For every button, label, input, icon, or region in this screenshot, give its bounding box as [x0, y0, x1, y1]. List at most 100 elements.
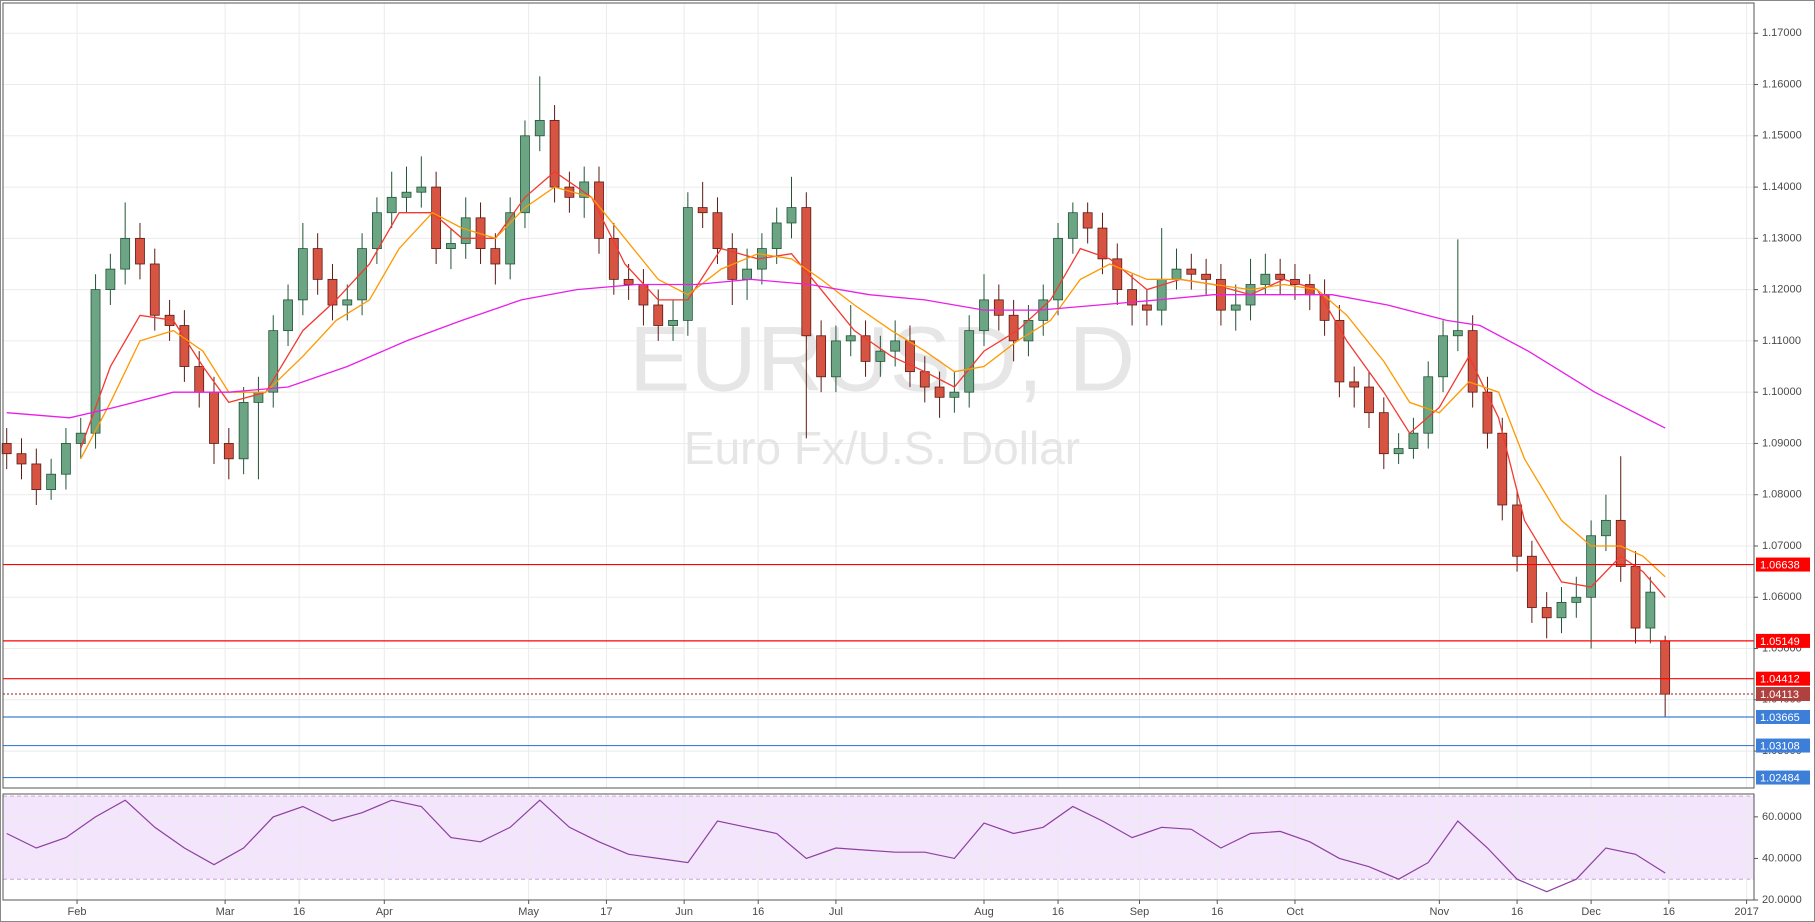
x-tick-label: 2017: [1734, 906, 1758, 918]
candle-body: [431, 186, 442, 250]
candle-body: [446, 243, 456, 250]
candle-body: [120, 237, 131, 270]
candle-body: [179, 325, 190, 367]
candle-body: [1230, 304, 1241, 311]
candle-body: [949, 391, 960, 398]
candle-body: [608, 237, 619, 280]
y-tick-label: 1.06000: [1762, 591, 1802, 603]
candle-body: [875, 350, 886, 362]
marks: [1, 76, 1754, 893]
y-tick-label: 1.10000: [1762, 386, 1802, 398]
candle-body: [771, 222, 782, 250]
candle-body: [1275, 273, 1286, 280]
level-label: 1.04412: [1760, 674, 1800, 686]
candle-body: [386, 196, 397, 214]
candle-body: [831, 340, 841, 378]
x-tick-label: Aug: [974, 906, 994, 918]
candle-body: [1645, 591, 1656, 629]
candle-body: [786, 207, 797, 224]
candle-body: [1601, 519, 1611, 537]
candle-body: [1452, 330, 1463, 337]
y-tick-label: 1.17000: [1762, 27, 1802, 39]
candle-body: [371, 212, 382, 250]
candle-body: [1067, 212, 1078, 239]
x-tick-label: Jun: [675, 906, 693, 918]
x-tick-label: Dec: [1581, 906, 1601, 918]
candle-body: [1334, 319, 1345, 383]
y-tick-label: 1.15000: [1762, 130, 1802, 142]
candle-body: [1112, 258, 1123, 291]
candle-body: [742, 268, 752, 280]
level-badge: [1756, 709, 1810, 724]
x-tick-label: 16: [1663, 906, 1675, 918]
y-tick-label: 20.0000: [1762, 894, 1802, 906]
y-tick-label: 40.0000: [1762, 852, 1802, 864]
candle-body: [1349, 381, 1360, 388]
watermark-description: Euro Fx/U.S. Dollar: [684, 422, 1080, 474]
moving-average: [80, 186, 1666, 578]
candle-body: [1408, 432, 1419, 449]
candle-body: [312, 248, 323, 280]
candle-body: [1201, 273, 1212, 280]
moving-average: [80, 170, 1666, 598]
candle-body: [1127, 289, 1137, 306]
level-badge: [1756, 671, 1810, 686]
y-tick-label: 60.0000: [1762, 811, 1802, 823]
candle-body: [993, 299, 1004, 316]
level-label: 1.03108: [1760, 740, 1800, 752]
candle-body: [668, 319, 678, 326]
level-label: 1.05149: [1760, 636, 1800, 648]
candle-body: [209, 391, 219, 444]
candle-body: [416, 186, 427, 193]
candle-body: [1260, 273, 1271, 285]
candle-body: [194, 366, 205, 393]
candle-body: [860, 335, 871, 362]
candle-body: [549, 120, 560, 188]
candle-body: [135, 237, 145, 265]
candle-body: [223, 443, 234, 460]
y-tick-label: 1.09000: [1762, 437, 1802, 449]
candle-body: [1141, 304, 1152, 311]
candle-body: [283, 299, 293, 332]
candle-body: [890, 340, 901, 352]
candle-body: [149, 263, 160, 316]
y-tick-label: 1.12000: [1762, 284, 1802, 296]
x-tick-label: 16: [1052, 906, 1064, 918]
candle-body: [520, 135, 530, 214]
x-tick-label: 16: [293, 906, 305, 918]
level-badge: [1756, 633, 1810, 648]
candle-body: [845, 335, 856, 342]
candle-body: [534, 120, 545, 137]
x-tick-label: Feb: [68, 906, 87, 918]
candle-body: [1556, 601, 1567, 619]
x-tick-label: Apr: [376, 906, 393, 918]
candle-body: [1393, 448, 1404, 455]
candle-body: [1423, 376, 1434, 434]
candle-body: [490, 248, 501, 265]
candle-body: [401, 191, 412, 198]
candle-body: [357, 248, 367, 301]
candle-body: [1660, 640, 1671, 695]
candle-body: [268, 330, 279, 393]
candle-body: [1364, 386, 1374, 414]
rsi-line: [6, 799, 1666, 893]
candle-body: [1378, 412, 1389, 455]
candle-body: [342, 299, 353, 306]
candle-body: [105, 268, 116, 291]
x-tick-label: 16: [752, 906, 764, 918]
pane-border: [2, 2, 1755, 789]
candle-body: [594, 181, 604, 239]
candle-body: [46, 473, 57, 490]
level-label: 1.04113: [1760, 689, 1799, 701]
y-tick-label: 1.11000: [1762, 335, 1801, 347]
level-badge: [1756, 687, 1810, 702]
candle-body: [75, 432, 86, 444]
candle-body: [1186, 268, 1197, 275]
candle-body: [1526, 555, 1537, 608]
moving-average: [6, 278, 1666, 429]
pane-border: [2, 793, 1755, 901]
level-label: 1.03665: [1760, 712, 1800, 724]
